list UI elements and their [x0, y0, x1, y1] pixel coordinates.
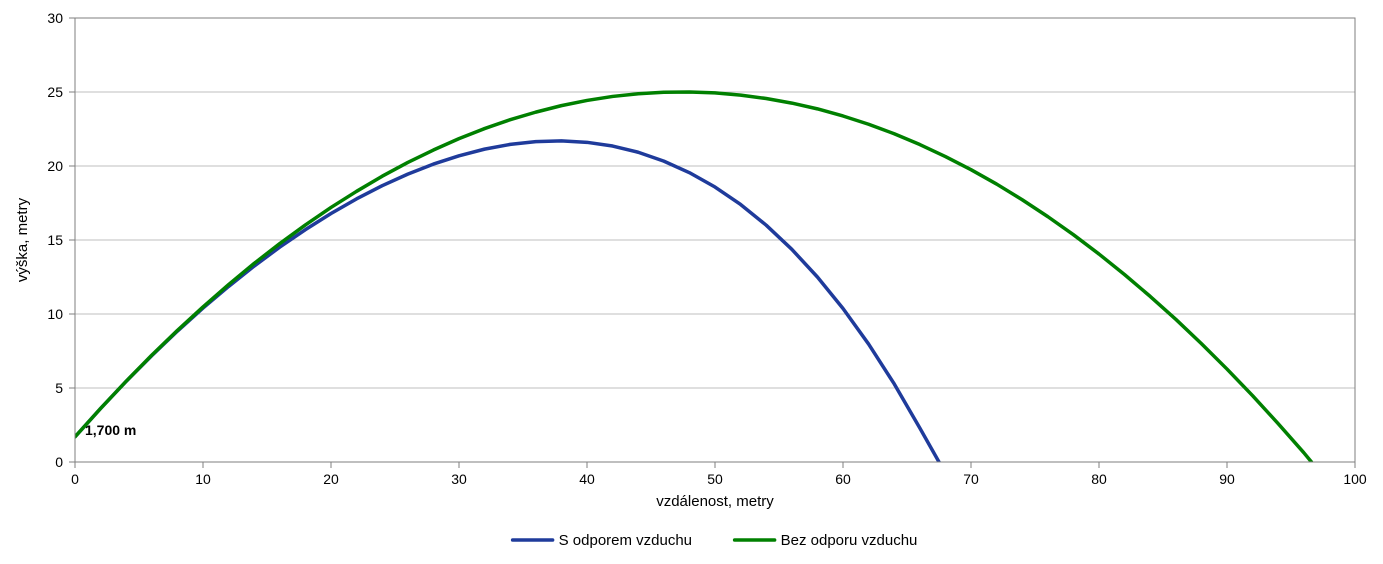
trajectory-chart: 0 10 20 30 40 50 60 70 80 90 100 0 5 10 15 20 25 30 vzdále… — [0, 0, 1383, 564]
x-tick-label: 30 — [451, 471, 467, 487]
x-tick-label: 60 — [835, 471, 851, 487]
y-axis-label: výška, metry — [14, 197, 31, 282]
legend-label: Bez odporu vzduchu — [781, 532, 918, 549]
x-tick-label: 50 — [707, 471, 723, 487]
x-axis-label: vzdálenost, metry — [656, 493, 774, 510]
x-tick-label: 20 — [323, 471, 339, 487]
y-tick-label: 15 — [47, 232, 63, 248]
y-tick-label: 20 — [47, 158, 63, 174]
x-tick-label: 70 — [963, 471, 979, 487]
x-tick-label: 90 — [1219, 471, 1235, 487]
x-tick-label: 80 — [1091, 471, 1107, 487]
y-tick-label: 5 — [55, 380, 63, 396]
y-tick-label: 30 — [47, 10, 63, 26]
start-point-annotation: 1,700 m — [85, 422, 136, 438]
y-tick-label: 0 — [55, 454, 63, 470]
x-tick-label: 10 — [195, 471, 211, 487]
y-tick-label: 25 — [47, 84, 63, 100]
x-tick-label: 0 — [71, 471, 79, 487]
y-tick-label: 10 — [47, 306, 63, 322]
chart-svg: 0 10 20 30 40 50 60 70 80 90 100 0 5 10 15 20 25 30 vzdále… — [0, 0, 1383, 564]
legend-label: S odporem vzduchu — [559, 532, 692, 549]
x-tick-label: 40 — [579, 471, 595, 487]
x-tick-label: 100 — [1343, 471, 1367, 487]
